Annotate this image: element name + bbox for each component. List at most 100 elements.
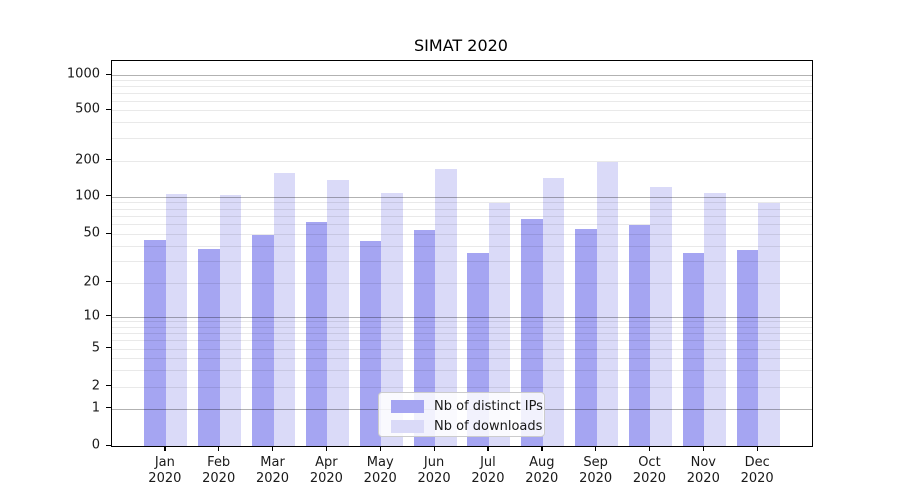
bar-apr-distinct-ips (305, 222, 328, 446)
y-tick-label-5: 5 (91, 340, 100, 355)
minor-gridline-7 (112, 332, 812, 334)
minor-gridline-600 (112, 100, 812, 102)
y-tick-mark-2 (106, 385, 111, 387)
minor-gridline-2 (112, 386, 812, 388)
major-gridline-100 (112, 196, 812, 198)
bar-oct-distinct-ips (628, 225, 651, 446)
x-tick-mark-may (379, 446, 382, 452)
x-tick-label-dec: Dec 2020 (740, 455, 774, 486)
y-tick-label-2: 2 (91, 378, 100, 393)
bar-mar-distinct-ips (252, 235, 274, 446)
legend: Nb of distinct IPs Nb of downloads (378, 392, 545, 437)
y-tick-mark-500 (106, 108, 111, 110)
minor-gridline-70 (112, 215, 812, 217)
x-tick-mark-jan (164, 446, 166, 452)
bar-sep-downloads (596, 161, 619, 446)
legend-label-downloads: Nb of downloads (434, 419, 543, 434)
bar-feb-downloads (219, 195, 242, 446)
x-tick-label-jan: Jan 2020 (148, 455, 182, 486)
legend-item-downloads: Nb of downloads (391, 418, 544, 435)
y-tick-label-1000: 1000 (66, 66, 100, 82)
bar-dec-downloads (758, 202, 780, 446)
minor-gridline-800 (112, 86, 812, 88)
chart-title: SIMAT 2020 (414, 36, 508, 55)
x-tick-label-jul: Jul 2020 (471, 455, 505, 486)
bar-nov-downloads (704, 193, 726, 446)
major-gridline-1000 (112, 75, 812, 76)
minor-gridline-20 (112, 282, 812, 284)
y-tick-mark-1000 (106, 73, 111, 75)
x-tick-label-apr: Apr 2020 (309, 455, 343, 486)
x-tick-mark-jul (487, 446, 489, 452)
minor-gridline-9 (112, 321, 812, 323)
x-tick-mark-aug (541, 446, 543, 452)
minor-gridline-30 (112, 261, 812, 263)
bar-aug-downloads (542, 177, 565, 446)
x-tick-label-feb: Feb 2020 (202, 455, 236, 486)
y-tick-mark-10 (106, 315, 111, 317)
legend-label-distinct-ips: Nb of distinct IPs (434, 399, 543, 414)
y-tick-mark-5 (106, 347, 111, 349)
minor-gridline-90 (112, 202, 812, 204)
x-tick-label-jun: Jun 2020 (417, 455, 451, 486)
y-tick-label-200: 200 (75, 152, 100, 167)
x-tick-label-mar: Mar 2020 (255, 455, 290, 486)
x-tick-label-oct: Oct 2020 (632, 455, 666, 486)
minor-gridline-4 (112, 357, 812, 359)
minor-gridline-60 (112, 224, 812, 226)
minor-gridline-700 (112, 93, 812, 94)
minor-gridline-5 (112, 348, 812, 350)
bar-oct-downloads (650, 187, 672, 446)
minor-gridline-500 (112, 110, 812, 111)
y-tick-label-50: 50 (83, 225, 100, 241)
major-gridline-10 (112, 316, 812, 318)
bar-jun-distinct-ips (413, 229, 436, 446)
y-tick-label-20: 20 (83, 274, 100, 289)
y-tick-label-1: 1 (91, 400, 100, 415)
bar-dec-distinct-ips (736, 249, 759, 446)
y-tick-label-100: 100 (75, 188, 100, 203)
legend-item-distinct-ips: Nb of distinct IPs (391, 398, 544, 415)
bar-jul-downloads (488, 202, 511, 446)
x-tick-mark-mar (272, 446, 274, 452)
minor-gridline-40 (112, 245, 812, 247)
bar-jan-downloads (165, 194, 188, 446)
x-tick-mark-feb (218, 446, 220, 452)
bar-nov-distinct-ips (682, 252, 705, 446)
y-tick-label-500: 500 (75, 101, 100, 117)
x-tick-label-may: May 2020 (363, 455, 397, 486)
y-tick-mark-100 (106, 195, 111, 197)
legend-swatch-distinct-ips (391, 400, 424, 413)
y-tick-label-0: 0 (91, 437, 100, 453)
bar-sep-distinct-ips (575, 228, 597, 446)
x-tick-mark-oct (648, 446, 651, 452)
bar-may-downloads (381, 193, 403, 446)
minor-gridline-80 (112, 208, 812, 210)
y-tick-mark-1 (106, 407, 111, 409)
bar-jun-downloads (435, 168, 457, 446)
y-tick-label-10: 10 (83, 308, 100, 323)
minor-gridline-8 (112, 326, 812, 328)
x-tick-mark-sep (595, 446, 597, 452)
bar-mar-downloads (273, 172, 296, 446)
x-tick-label-sep: Sep 2020 (579, 455, 613, 486)
x-tick-mark-dec (756, 446, 758, 452)
minor-gridline-6 (112, 340, 812, 342)
y-tick-mark-20 (106, 281, 111, 283)
bar-aug-distinct-ips (521, 218, 543, 446)
x-tick-label-aug: Aug 2020 (525, 455, 559, 486)
minor-gridline-3 (112, 369, 812, 371)
minor-gridline-900 (112, 80, 812, 82)
minor-gridline-400 (112, 122, 812, 124)
minor-gridline-50 (112, 234, 812, 235)
minor-gridline-300 (112, 138, 812, 140)
y-tick-mark-0 (106, 444, 111, 446)
bar-apr-downloads (327, 180, 349, 446)
bar-feb-distinct-ips (198, 248, 220, 446)
bar-may-distinct-ips (359, 240, 382, 446)
minor-gridline-200 (112, 160, 812, 162)
x-tick-mark-apr (325, 446, 328, 452)
legend-swatch-downloads (391, 420, 424, 433)
y-tick-mark-200 (106, 159, 111, 161)
